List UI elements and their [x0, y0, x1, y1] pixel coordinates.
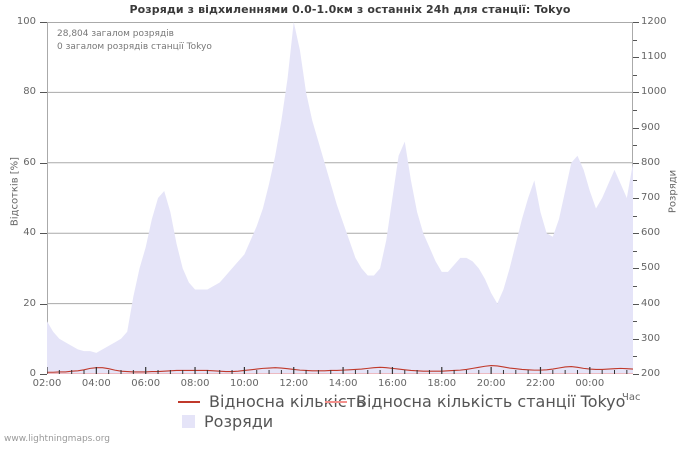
y-axis-right-tick-label: 200	[641, 368, 661, 379]
y-axis-right-tick	[633, 198, 639, 199]
x-axis-tick-label: 20:00	[476, 378, 506, 389]
y-axis-right-tick-label: 300	[641, 332, 661, 344]
y-axis-right-minor-tick	[633, 250, 637, 252]
legend-line-swatch	[178, 400, 200, 403]
y-axis-left-tick-label: 20	[23, 297, 36, 309]
y-axis-right-tick-label: 700	[641, 192, 661, 203]
y-axis-right-tick	[633, 92, 639, 94]
y-axis-right-tick-label: 1000	[641, 86, 667, 98]
y-axis-right-minor-tick	[633, 356, 637, 358]
x-axis-tick-label: 14:00	[328, 378, 358, 389]
x-axis-tick-label: 06:00	[131, 378, 161, 389]
y-axis-right-tick-label: 1100	[641, 51, 667, 63]
legend-area-swatch	[182, 415, 195, 428]
y-axis-left-tick-label: 0	[29, 368, 36, 379]
y-axis-left-title: Відсотків [%]	[9, 156, 21, 227]
y-axis-right-tick-label: 900	[641, 121, 661, 133]
y-axis-right-minor-tick	[633, 145, 637, 147]
y-axis-right-tick	[633, 374, 639, 375]
annotation-total-discharges: 28,804 загалом розрядів	[57, 29, 174, 39]
legend-label: Відносна кількість станції Tokyo	[356, 392, 626, 411]
x-axis-tick-label: 00:00	[575, 378, 605, 389]
y-axis-right-tick-label: 600	[641, 227, 661, 239]
x-axis-tick-label: 22:00	[526, 378, 555, 389]
y-axis-right-tick	[633, 127, 639, 129]
y-axis-right-minor-tick	[633, 321, 637, 323]
x-axis-tick-label: 12:00	[279, 378, 309, 389]
y-axis-left-tick-label: 80	[23, 86, 36, 98]
watermark: www.lightningmaps.org	[4, 434, 110, 444]
legend-item[interactable]: Відносна кількість	[178, 392, 365, 411]
y-axis-left-tick-label: 40	[23, 227, 36, 239]
y-axis-left-tick	[40, 162, 47, 164]
y-axis-left-tick	[40, 233, 47, 235]
legend-item[interactable]: Відносна кількість станції Tokyo	[325, 392, 625, 411]
discharges-area	[47, 22, 633, 374]
y-axis-right-minor-tick	[633, 215, 637, 217]
y-axis-left-tick	[40, 374, 47, 375]
x-axis-tick-label: 16:00	[378, 378, 407, 389]
y-axis-right-tick-label: 400	[641, 297, 661, 309]
x-axis-title: Час	[622, 392, 641, 403]
y-axis-right-title: Розряди	[667, 169, 679, 214]
y-axis-right-minor-tick	[633, 110, 637, 111]
y-axis-right-minor-tick	[633, 180, 637, 182]
x-axis-tick-label: 04:00	[81, 378, 111, 389]
x-axis-tick-label: 02:00	[32, 378, 62, 389]
legend-label: Розряди	[204, 412, 274, 431]
chart-title: Розряди з відхиленнями 0.0-1.0км з остан…	[129, 3, 571, 16]
x-axis-tick-label: 18:00	[427, 378, 457, 389]
y-axis-right-minor-tick	[633, 286, 637, 287]
y-axis-right-tick	[633, 233, 639, 235]
x-axis-tick-label: 08:00	[180, 378, 210, 389]
y-axis-right-minor-tick	[633, 39, 637, 41]
annotation-station-discharges: 0 загалом розрядів станції Tokyo	[57, 42, 212, 52]
y-axis-right-tick-label: 800	[641, 156, 661, 168]
legend-label: Відносна кількість	[209, 392, 366, 411]
y-axis-left-tick-label: 60	[23, 156, 36, 168]
y-axis-right-tick	[633, 268, 639, 270]
y-axis-right-tick	[633, 338, 639, 340]
y-axis-right-tick	[633, 162, 639, 164]
y-axis-left-tick-label: 100	[16, 16, 36, 27]
x-tick-marks	[47, 367, 628, 374]
plot-canvas	[47, 22, 633, 374]
y-axis-left-tick	[40, 22, 47, 23]
legend-item[interactable]: Розряди	[178, 412, 273, 431]
legend-line-swatch	[325, 400, 347, 403]
y-axis-right-tick-label: 1200	[641, 16, 667, 27]
y-axis-left-tick	[40, 92, 47, 94]
y-axis-right-minor-tick	[633, 74, 637, 76]
y-axis-right-tick	[633, 303, 639, 305]
y-axis-right-tick	[633, 22, 639, 23]
y-axis-right-tick	[633, 57, 639, 59]
y-axis-left-tick	[40, 303, 47, 305]
x-axis-tick-label: 10:00	[229, 378, 259, 389]
relative-quantity-line	[47, 364, 633, 373]
y-axis-right-tick-label: 500	[641, 262, 661, 274]
